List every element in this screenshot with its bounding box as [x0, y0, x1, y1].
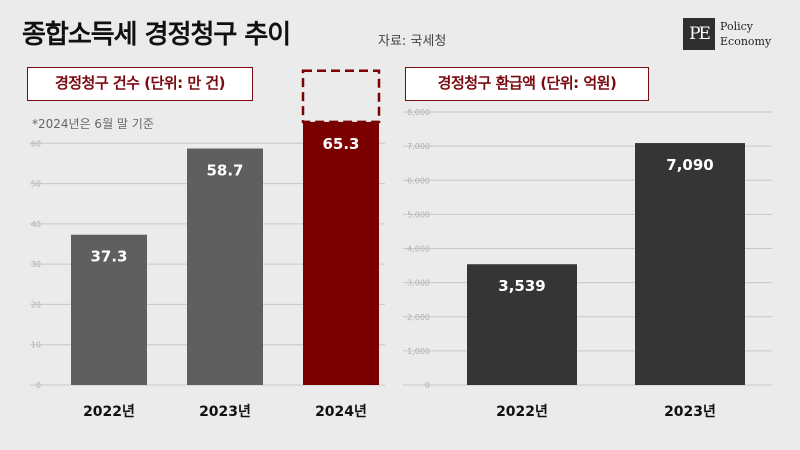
logo-mark: PE [683, 18, 715, 50]
left-chart-note: *2024년은 6월 말 기준 [32, 117, 154, 131]
right-y-tick-label-4: 4,000 [407, 245, 430, 254]
left-y-tick-label-6: 60 [31, 139, 41, 148]
left-x-tick-label-1: 2023년 [199, 404, 251, 420]
left-y-tick-label-0: 0 [36, 381, 41, 390]
left-y-tick-label-3: 30 [31, 260, 41, 269]
logo-line-1: Policy [720, 20, 753, 33]
right-chart-title: 경정청구 환급액 (단위: 억원) [405, 67, 649, 101]
left-data-label-0: 37.3 [90, 248, 127, 266]
source-note: 자료: 국세청 [378, 34, 447, 49]
right-bar-0 [467, 264, 577, 385]
right-y-tick-label-7: 7,000 [407, 142, 430, 151]
left-x-tick-label-2: 2024년 [315, 404, 367, 420]
right-y-tick-label-0: 0 [425, 381, 430, 390]
right-bar-1 [635, 143, 745, 385]
left-projection-box [301, 69, 381, 124]
right-y-tick-label-5: 5,000 [407, 210, 430, 219]
left-bar-1 [187, 148, 263, 385]
left-y-tick-label-2: 20 [31, 300, 41, 309]
right-data-label-1: 7,090 [666, 156, 713, 174]
logo-text: Policy Economy [720, 19, 771, 49]
right-y-tick-label-6: 6,000 [407, 176, 430, 185]
right-y-tick-label-3: 3,000 [407, 279, 430, 288]
right-y-tick-label-1: 1,000 [407, 347, 430, 356]
left-data-label-2: 65.3 [322, 135, 359, 153]
logo: PE Policy Economy [683, 18, 783, 52]
right-x-tick-label-0: 2022년 [496, 404, 548, 420]
left-y-tick-label-4: 40 [31, 220, 41, 229]
right-y-tick-label-2: 2,000 [407, 313, 430, 322]
right-data-label-0: 3,539 [498, 277, 545, 295]
page-title: 종합소득세 경정청구 추이 [22, 20, 291, 50]
left-x-tick-label-0: 2022년 [83, 404, 135, 420]
left-y-tick-label-5: 50 [31, 180, 41, 189]
left-bar-0 [71, 234, 147, 385]
left-y-tick-label-1: 10 [31, 341, 41, 350]
logo-line-2: Economy [720, 35, 772, 48]
left-bar-2 [303, 121, 379, 385]
left-chart-title: 경정청구 건수 (단위: 만 건) [27, 67, 253, 101]
right-y-tick-label-8: 8,000 [407, 108, 430, 117]
right-x-tick-label-1: 2023년 [664, 404, 716, 420]
left-data-label-1: 58.7 [206, 162, 243, 180]
